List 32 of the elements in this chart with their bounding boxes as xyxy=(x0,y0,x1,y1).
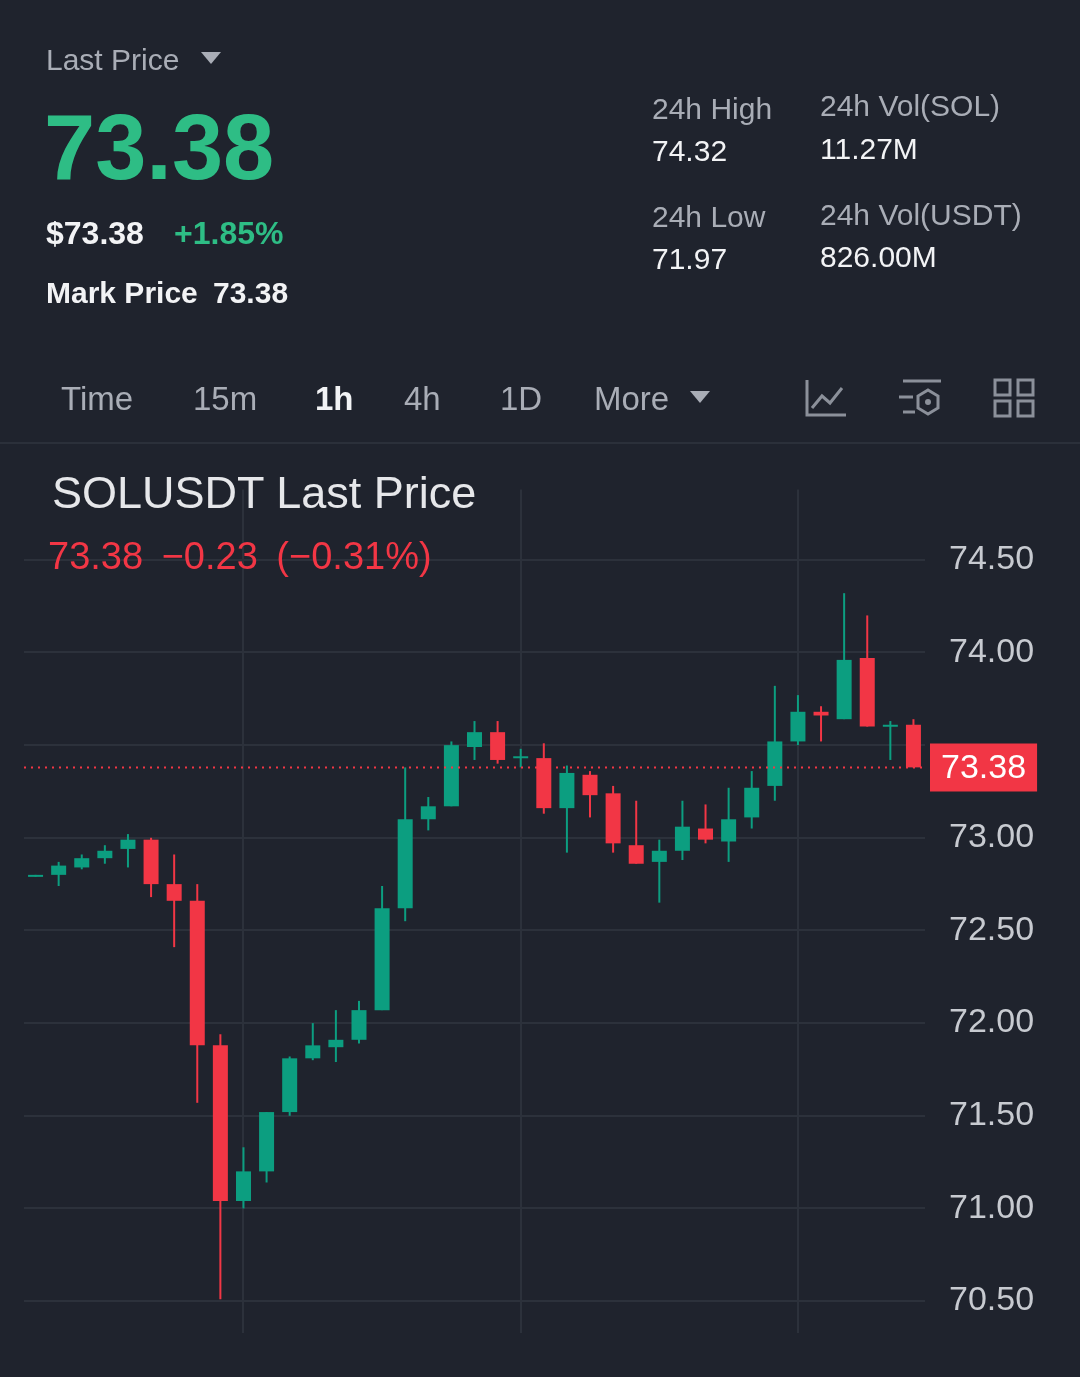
text: +1.85% xyxy=(174,214,284,253)
text: 826.00M xyxy=(820,239,937,275)
text: 73.38 xyxy=(213,275,289,311)
text: Time xyxy=(61,379,134,419)
text: 1D xyxy=(500,379,543,419)
y-tick-label: 72.00 xyxy=(949,1001,1035,1040)
y-tick-label: 74.50 xyxy=(949,538,1035,577)
text: 15m xyxy=(193,379,258,419)
y-tick-label: 73.00 xyxy=(949,816,1035,855)
text: 73.38 −0.23 (−0.31%) xyxy=(48,534,432,579)
y-tick-label: 74.00 xyxy=(949,630,1035,669)
chart-title: SOLUSDT Last Price xyxy=(52,466,477,520)
text: Last Price xyxy=(46,42,180,78)
text: 24h Low xyxy=(652,199,766,235)
y-tick-label: 71.50 xyxy=(949,1094,1035,1133)
text: 11.27M xyxy=(820,131,918,167)
y-tick-label: 72.50 xyxy=(949,908,1035,947)
text: 24h Vol(USDT) xyxy=(820,197,1022,233)
text: 73.38 xyxy=(44,95,275,200)
text: 1h xyxy=(315,379,354,419)
text: $73.38 xyxy=(46,214,144,253)
text: 71.97 xyxy=(652,241,728,277)
text: More xyxy=(594,379,670,419)
y-tick-label: 70.50 xyxy=(949,1279,1035,1318)
text: 74.32 xyxy=(652,133,728,169)
text: 4h xyxy=(404,379,441,419)
candlestick xyxy=(882,721,898,760)
ref-line-label: 73.38 xyxy=(941,746,1027,785)
y-tick-label: 71.00 xyxy=(949,1186,1035,1225)
text: 24h Vol(SOL) xyxy=(820,88,1001,124)
text: Mark Price xyxy=(46,275,198,311)
text: 24h High xyxy=(652,91,773,127)
